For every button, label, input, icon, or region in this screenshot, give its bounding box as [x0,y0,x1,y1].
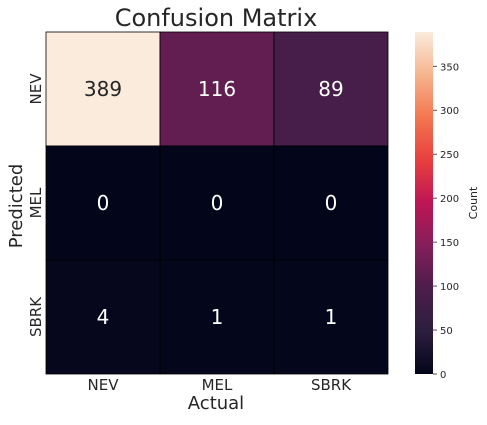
colorbar-label: Count [467,186,480,219]
heatmap-cell [273,145,389,261]
chart-title: Confusion Matrix [115,4,318,32]
heatmap-cell [159,259,275,375]
heatmap-cell [45,31,161,147]
cell-value-label: 0 [211,191,224,215]
y-tick-labels: NEV MEL SBRK [27,73,45,337]
heatmap-cell [273,31,389,147]
heatmap-cell [45,145,161,261]
x-tick-label: SBRK [311,376,352,394]
colorbar-tick-label: 50 [440,326,453,337]
heatmap-cell [273,259,389,375]
colorbar-tick-label: 350 [440,62,459,73]
colorbar-tick-label: 200 [440,194,459,205]
y-tick-label: MEL [27,187,45,218]
colorbar-tick-label: 300 [440,106,459,117]
y-axis-label: Predicted [6,164,27,249]
cell-value-label: 89 [318,77,343,101]
colorbar-tick-label: 250 [440,150,459,161]
y-tick-label: NEV [27,73,45,105]
cell-value-label: 116 [198,77,236,101]
heatmap-cell [159,31,275,147]
x-axis-label: Actual [188,393,244,414]
cell-value-label: 4 [97,305,110,329]
cell-value-label: 389 [84,77,122,101]
colorbar-tick-label: 100 [440,282,459,293]
cell-value-label: 1 [325,305,338,329]
x-tick-label: NEV [88,376,120,394]
colorbar: 0 50 100 150 200 250 300 350 Count [415,32,480,381]
y-tick-label: SBRK [27,296,45,337]
heatmap-cells: 389 116 89 0 0 0 4 1 1 [45,31,389,375]
cell-value-label: 0 [97,191,110,215]
x-tick-labels: NEV MEL SBRK [88,376,353,394]
colorbar-tick-label: 150 [440,238,459,249]
colorbar-tick-label: 0 [440,370,446,381]
colorbar-ticks: 0 50 100 150 200 250 300 350 [433,62,459,381]
heatmap-cell [159,145,275,261]
cell-value-label: 0 [325,191,338,215]
colorbar-gradient [415,32,433,374]
cell-value-label: 1 [211,305,224,329]
heatmap-cell [45,259,161,375]
x-tick-label: MEL [202,376,233,394]
